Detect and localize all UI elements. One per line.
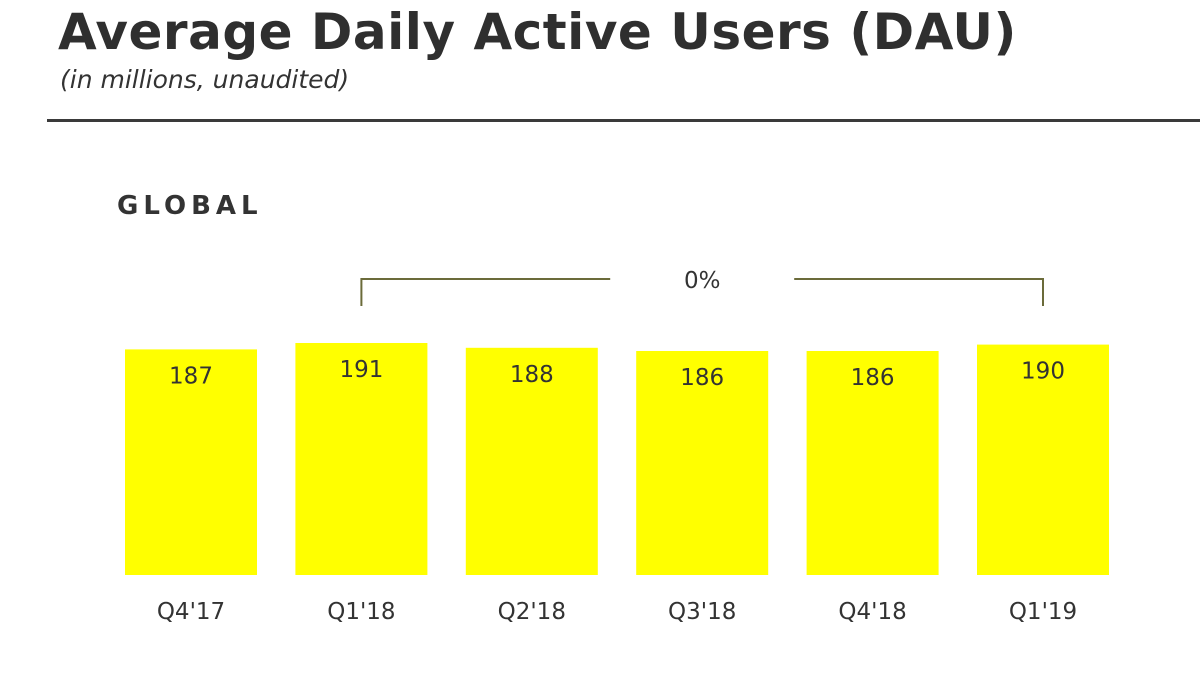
data-label-Q1'19: 190 [1021, 359, 1065, 385]
bar-Q2'18 [465, 347, 598, 575]
growth-annotation-label: 0% [684, 268, 721, 294]
bar-Q4'17 [125, 349, 257, 575]
bar-Q3'18 [636, 351, 769, 575]
x-tick-label-Q4'18: Q4'18 [838, 599, 906, 625]
data-label-Q4'17: 187 [169, 363, 213, 389]
bracket-left [360, 278, 611, 306]
labels: 187 Q4'17 191 Q1'18 188 Q2'18 186 Q3'18 186 Q4'18… [157, 357, 1077, 625]
growth-bracket: 0% [360, 268, 1044, 306]
page-subtitle: (in millions, unaudited) [60, 65, 350, 94]
header-divider [47, 119, 1200, 122]
bar-Q1'19 [977, 344, 1109, 575]
x-tick-label-Q1'19: Q1'19 [1009, 599, 1077, 625]
data-label-Q1'18: 191 [339, 357, 383, 383]
bar-Q4'18 [806, 351, 939, 575]
x-tick-label-Q2'18: Q2'18 [498, 599, 566, 625]
data-label-Q3'18: 186 [680, 365, 724, 391]
page-title: Average Daily Active Users (DAU) [58, 3, 1017, 61]
bars [125, 343, 1109, 575]
x-tick-label-Q4'17: Q4'17 [157, 599, 225, 625]
data-label-Q4'18: 186 [851, 365, 895, 391]
bar-Q1'18 [295, 343, 428, 575]
data-label-Q2'18: 188 [510, 362, 554, 388]
x-tick-label-Q1'18: Q1'18 [327, 599, 395, 625]
x-tick-label-Q3'18: Q3'18 [668, 599, 736, 625]
section-label: GLOBAL [117, 191, 263, 221]
bracket-right [794, 278, 1044, 306]
